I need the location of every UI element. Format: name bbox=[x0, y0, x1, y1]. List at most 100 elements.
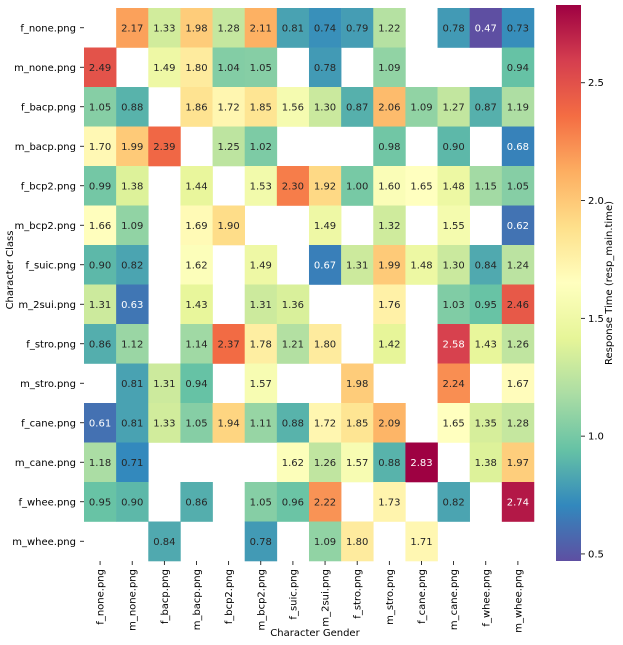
heatmap-cell bbox=[341, 166, 374, 206]
heatmap-cell bbox=[180, 166, 213, 206]
colorbar: 0.5 1.0 1.5 2.0 2.5 Response Time (resp_main… bbox=[556, 5, 615, 561]
cell-value-label: 0.86 bbox=[89, 339, 111, 350]
heatmap-cell bbox=[116, 126, 149, 167]
cell-value-label: 0.47 bbox=[475, 23, 497, 34]
cell-value-label: 2.74 bbox=[507, 497, 529, 508]
heatmap-cell bbox=[501, 47, 535, 88]
cell-value-label: 0.94 bbox=[507, 63, 529, 74]
cell-value-label: 0.88 bbox=[378, 458, 400, 469]
cell-value-label: 2.49 bbox=[89, 63, 111, 74]
y-tick-label: m_bcp2.png bbox=[14, 221, 76, 232]
heatmap-cell bbox=[148, 403, 181, 443]
heatmap-cell bbox=[308, 8, 342, 48]
heatmap-cell bbox=[437, 245, 470, 285]
cell-value-label: 0.82 bbox=[121, 260, 143, 271]
cell-value-label: 1.80 bbox=[185, 63, 207, 74]
heatmap-cell bbox=[341, 521, 374, 562]
cell-value-label: 0.78 bbox=[250, 537, 272, 548]
cell-value-label: 1.30 bbox=[314, 102, 336, 113]
heatmap-cell bbox=[116, 442, 149, 483]
cell-value-label: 2.17 bbox=[121, 23, 143, 34]
heatmap-cell bbox=[84, 87, 117, 127]
y-tick-label: m_stro.png bbox=[20, 379, 76, 390]
heatmap-cell bbox=[373, 126, 406, 167]
heatmap-cell bbox=[148, 8, 181, 48]
cell-value-label: 0.61 bbox=[89, 418, 111, 429]
heatmap-cell bbox=[84, 126, 117, 167]
heatmap-cell bbox=[469, 166, 503, 206]
cell-value-label: 1.33 bbox=[153, 418, 175, 429]
cell-value-label: 1.55 bbox=[442, 221, 464, 232]
cell-value-label: 0.79 bbox=[346, 23, 368, 34]
cell-value-label: 1.56 bbox=[282, 102, 304, 113]
heatmap-cell bbox=[244, 403, 278, 443]
y-tick-label: f_none.png bbox=[20, 23, 76, 34]
cell-value-label: 0.87 bbox=[475, 102, 497, 113]
cell-value-label: 1.09 bbox=[121, 221, 143, 232]
heatmap-cell bbox=[180, 482, 213, 522]
heatmap-cell bbox=[437, 205, 470, 246]
cell-value-label: 1.21 bbox=[282, 339, 304, 350]
cell-value-label: 0.82 bbox=[442, 497, 464, 508]
heatmap-cell bbox=[501, 87, 535, 127]
cell-value-label: 1.24 bbox=[507, 260, 529, 271]
cell-value-label: 1.14 bbox=[185, 339, 207, 350]
heatmap-cell bbox=[341, 442, 374, 483]
x-tick-label: f_bacp.png bbox=[160, 569, 171, 624]
cell-value-label: 1.57 bbox=[346, 458, 368, 469]
colorbar-gradient bbox=[556, 5, 581, 561]
heatmap-cell bbox=[437, 126, 470, 167]
heatmap-cell bbox=[501, 482, 535, 522]
cell-value-label: 0.78 bbox=[442, 23, 464, 34]
heatmap-cell bbox=[148, 521, 181, 562]
cell-value-label: 0.81 bbox=[121, 379, 143, 390]
heatmap-cell bbox=[437, 324, 470, 364]
heatmap-cell bbox=[437, 403, 470, 443]
heatmap-cell bbox=[276, 324, 310, 364]
heatmap-cell bbox=[341, 403, 374, 443]
heatmap-cell bbox=[84, 324, 117, 364]
colorbar-tick-label: 2.5 bbox=[588, 78, 604, 89]
heatmap-cell bbox=[116, 166, 149, 206]
cell-value-label: 1.38 bbox=[121, 181, 143, 192]
heatmap-cell bbox=[405, 245, 438, 285]
y-tick-label: f_bacp.png bbox=[21, 102, 76, 113]
heatmap-cell bbox=[276, 8, 310, 48]
x-tick-label: m_whee.png bbox=[513, 569, 524, 633]
cell-value-label: 0.99 bbox=[89, 181, 111, 192]
heatmap-cell bbox=[405, 442, 438, 483]
heatmap-cell bbox=[373, 442, 406, 483]
cell-value-label: 2.09 bbox=[378, 418, 400, 429]
cell-value-label: 1.18 bbox=[89, 458, 111, 469]
heatmap-cell bbox=[405, 166, 438, 206]
cell-value-label: 1.86 bbox=[185, 102, 207, 113]
heatmap-cell bbox=[501, 403, 535, 443]
cell-value-label: 1.85 bbox=[250, 102, 272, 113]
heatmap-cell bbox=[180, 324, 213, 364]
heatmap-cell bbox=[373, 205, 406, 246]
cell-value-label: 1.94 bbox=[217, 418, 239, 429]
heatmap-cell bbox=[437, 87, 470, 127]
heatmap-cell bbox=[437, 8, 470, 48]
cell-value-label: 1.71 bbox=[410, 537, 432, 548]
cell-value-label: 1.65 bbox=[442, 418, 464, 429]
heatmap-cell bbox=[469, 8, 503, 48]
cell-value-label: 1.12 bbox=[121, 339, 143, 350]
cell-value-label: 1.85 bbox=[346, 418, 368, 429]
heatmap-cell bbox=[244, 8, 278, 48]
cell-value-label: 1.76 bbox=[378, 300, 400, 311]
heatmap-cell bbox=[437, 284, 470, 325]
heatmap-cell bbox=[341, 245, 374, 285]
x-tick-label: f_suic.png bbox=[288, 569, 299, 620]
cell-value-label: 1.62 bbox=[185, 260, 207, 271]
heatmap-cell bbox=[84, 284, 117, 325]
cell-value-label: 1.43 bbox=[185, 300, 207, 311]
heatmap-cell bbox=[469, 245, 503, 285]
x-tick-label: m_2sui.png bbox=[321, 569, 332, 627]
heatmap-cell bbox=[437, 363, 470, 404]
x-tick-label: m_bacp.png bbox=[192, 569, 203, 630]
cell-value-label: 1.48 bbox=[442, 181, 464, 192]
heatmap-cell bbox=[212, 126, 245, 167]
heatmap-cell bbox=[244, 47, 278, 88]
